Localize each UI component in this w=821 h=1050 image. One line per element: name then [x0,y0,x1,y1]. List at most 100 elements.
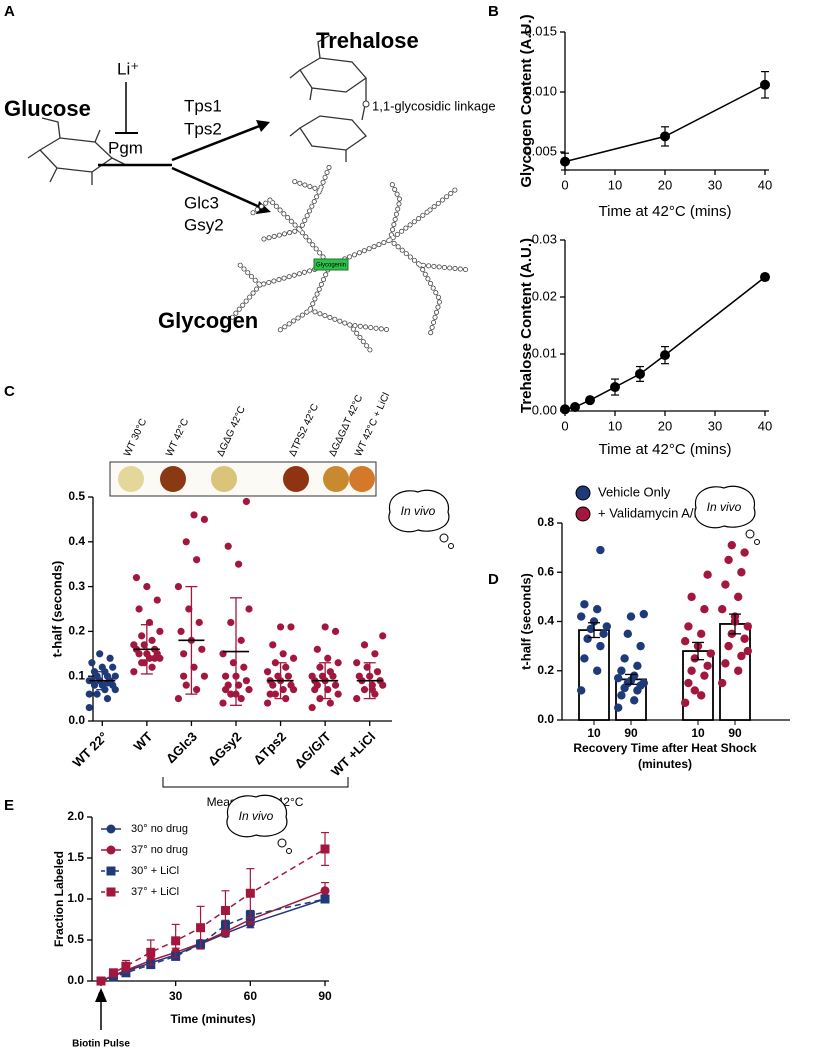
data-point [681,698,690,707]
panel-label: E [4,797,14,814]
data-point [143,583,151,591]
legend-label: 30° + LiCl [131,865,179,877]
annotation: In vivo [401,504,436,518]
marker [108,968,118,978]
marker [320,886,330,896]
data-point [617,666,626,675]
data-point [276,623,285,631]
legend-label: 30° no drug [131,823,188,835]
marker [96,976,106,986]
y-tick-label: 0.2 [537,663,554,677]
data-point [193,686,201,694]
data-point [630,696,639,705]
data-point [311,686,319,694]
y-axis-title: Fraction Labeled [52,851,66,947]
data-point [636,641,645,651]
marker [121,968,131,978]
x-tick-label: ΔGsy2 [205,729,245,769]
data-point [721,580,730,589]
well [283,466,309,492]
data-point [130,668,138,676]
x-tick-label: 90 [318,989,332,1003]
data-point [630,671,639,680]
data-point [700,604,709,614]
data-point [706,649,715,658]
data-point [235,681,243,689]
glycogenin-label: Glycogenin [316,263,346,269]
x-tick-label: WT 22° [69,729,110,770]
x-tick-label: 20 [658,418,672,433]
data-point [106,654,114,662]
data-point [96,650,104,658]
marker [320,844,330,854]
well-label: WT 42°C [164,417,191,458]
data-point [697,691,706,700]
y-tick-label: 0.015 [524,23,557,38]
y-tick-label: 0.6 [537,564,554,578]
data-point [360,686,369,694]
data-point [599,629,608,639]
data-point [724,555,733,565]
y-tick-label: 0.01 [532,345,557,360]
bar [578,629,610,721]
pulse-label: Biotin Pulse [72,1039,130,1050]
thought-bubble [388,489,450,533]
data-point [98,663,106,671]
data-point [177,627,185,636]
glycogen-label: Glycogen [158,308,258,333]
data-point [743,622,752,631]
x-tick-label: ΔG/G/T [291,729,333,771]
data-point [363,663,371,671]
panel-label: D [488,571,499,588]
well-label: ΔGΔG 42°C [215,405,248,459]
data-point [379,632,387,640]
x-tick-label: 90 [624,726,638,740]
legend-label: 37° no drug [131,844,188,856]
data-point [140,659,148,667]
data-point [289,654,298,662]
well [160,466,186,492]
data-point [85,690,93,698]
data-point [190,663,198,671]
data-point [718,678,727,688]
data-point [687,592,696,602]
legend-marker [106,866,116,876]
data-point [279,650,287,658]
x-axis-title: Recovery Time after Heat Shock [573,741,757,755]
data-point [331,681,340,689]
y-tick-label: 0.010 [524,83,557,98]
data-point [130,641,138,649]
thought-dot [439,533,449,543]
thought-bubble [226,794,288,838]
data-point [583,634,592,643]
series-line [564,276,766,411]
thought-dot [745,529,755,539]
thought-dot [286,848,292,854]
y-tick-label: 0.0 [68,713,85,727]
data-point [737,651,746,661]
data-point [269,641,277,649]
data-point [690,654,699,663]
thought-bubble [694,485,756,529]
glycogenin-box [313,258,349,271]
marker [660,350,670,361]
enzyme-label: Gsy2 [184,215,224,234]
data-point [148,663,156,671]
data-point [703,570,712,579]
data-point [614,703,623,712]
data-point [180,650,188,658]
data-point [287,681,295,689]
data-point [633,661,642,671]
data-point [743,646,752,656]
glucose-structure [27,117,127,185]
marker [585,395,595,406]
data-point [324,686,332,694]
marker [635,368,645,379]
data-point [727,540,736,550]
y-tick-label: 0.0 [537,712,554,726]
data-point [684,678,693,688]
data-point [721,659,730,668]
x-tick-label: 10 [608,177,622,192]
data-point [639,678,648,688]
data-point [734,592,743,602]
